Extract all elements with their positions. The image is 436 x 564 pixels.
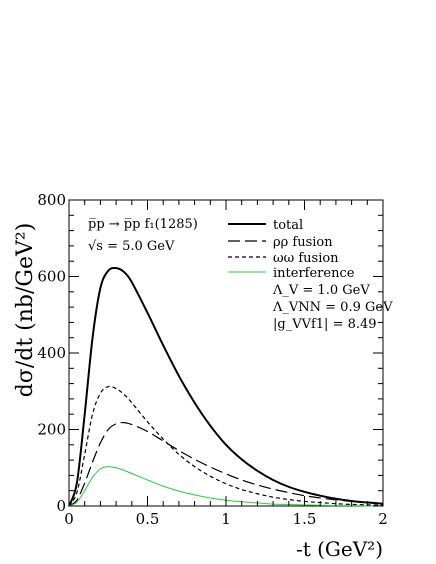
series-line-1 bbox=[68, 421, 384, 507]
x-tick-label: 0.5 bbox=[136, 510, 160, 528]
legend: total ρρ fusion ωω fusion interference Λ… bbox=[228, 218, 393, 332]
y-tick-label: 0 bbox=[56, 497, 66, 515]
lambda-v-label: Λ_V = 1.0 GeV bbox=[272, 283, 370, 298]
legend-label-rho-rho: ρρ fusion bbox=[273, 235, 333, 250]
legend-label-omega-omega: ωω fusion bbox=[273, 251, 339, 266]
x-axis-label: -t (GeV²) bbox=[296, 537, 383, 561]
x-tick-label: 0 bbox=[64, 510, 74, 528]
lambda-vnn-label: Λ_VNN = 0.9 GeV bbox=[272, 300, 393, 315]
y-tick-label: 200 bbox=[37, 421, 66, 439]
legend-label-interference: interference bbox=[273, 266, 355, 281]
y-tick-label: 600 bbox=[37, 268, 66, 286]
coupling-label: |g_VVf1| = 8.49 bbox=[273, 317, 377, 332]
x-tick-label: 1.5 bbox=[293, 510, 317, 528]
y-axis-label: dσ/dt (nb/GeV²) bbox=[13, 223, 38, 398]
series-line-0 bbox=[68, 266, 384, 507]
energy-label: √s = 5.0 GeV bbox=[88, 239, 175, 254]
legend-label-total: total bbox=[273, 218, 303, 233]
y-tick-label: 400 bbox=[37, 344, 66, 362]
ticks: 0 200 400 600 800 0 0.5 1 1.5 2 bbox=[37, 191, 387, 528]
reaction-label: p̅p → p̅p f₁(1285) bbox=[88, 217, 198, 232]
x-tick-label: 1 bbox=[221, 510, 231, 528]
y-tick-label: 800 bbox=[37, 191, 66, 209]
x-tick-label: 2 bbox=[378, 510, 388, 528]
